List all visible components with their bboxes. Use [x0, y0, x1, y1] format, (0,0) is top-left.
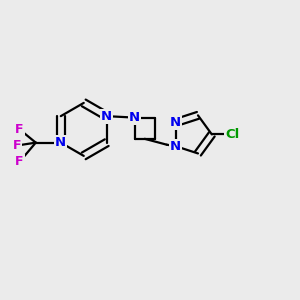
- Text: Cl: Cl: [225, 128, 240, 141]
- Text: N: N: [101, 110, 112, 123]
- Text: N: N: [129, 111, 140, 124]
- Text: N: N: [55, 136, 66, 149]
- Text: F: F: [15, 155, 24, 168]
- Text: F: F: [12, 139, 21, 152]
- Text: N: N: [170, 116, 181, 129]
- Text: F: F: [15, 123, 24, 136]
- Text: N: N: [170, 140, 181, 153]
